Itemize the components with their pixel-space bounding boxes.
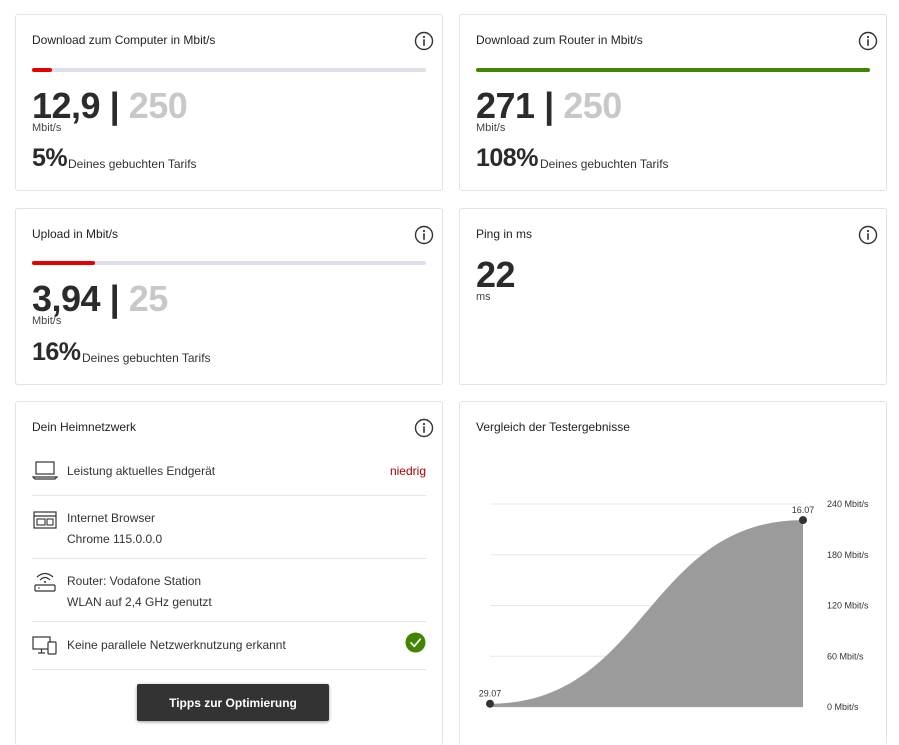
upload-unit: Mbit/s	[32, 315, 62, 327]
laptop-icon	[32, 461, 58, 480]
upload-progress-fill	[32, 261, 96, 265]
y-tick-label: 120 Mbit/s	[827, 601, 869, 611]
y-tick-label: 240 Mbit/s	[827, 499, 869, 509]
download-computer-progress-fill	[32, 68, 52, 72]
upload-percent: 16%	[32, 338, 81, 366]
download-router-percent: 108%	[476, 144, 538, 172]
status-low: niedrig	[389, 464, 426, 478]
network-row-label: Keine parallele Netzwerknutzung erkannt	[67, 638, 286, 652]
download-computer-unit: Mbit/s	[32, 122, 62, 134]
network-row-label: Internet Browser	[67, 511, 156, 525]
info-icon[interactable]	[414, 418, 434, 438]
y-tick-label: 60 Mbit/s	[827, 651, 864, 661]
download-router-booked: 250	[563, 85, 622, 126]
download-router-unit: Mbit/s	[476, 122, 506, 134]
download-router-percent-label: Deines gebuchten Tarifs	[540, 157, 669, 171]
download-router-title: Download zum Router in Mbit/s	[476, 33, 643, 47]
chart-point-label: 16.07	[792, 505, 815, 515]
devices-icon	[32, 636, 57, 655]
network-row-device: Leistung aktuelles Endgerät niedrig	[32, 447, 426, 496]
value-separator: |	[544, 85, 554, 126]
value-separator: |	[109, 85, 120, 126]
info-icon[interactable]	[858, 225, 878, 245]
comparison-card: Vergleich der Testergebnisse 240 Mbit/s 1…	[459, 401, 887, 745]
network-row-label: Router: Vodafone Station	[67, 574, 202, 588]
info-icon[interactable]	[414, 31, 434, 51]
home-network-card: Dein Heimnetzwerk Leistung aktuelles End…	[15, 401, 443, 745]
comparison-title: Vergleich der Testergebnisse	[476, 420, 630, 434]
upload-value-line: 3,94 | 25	[32, 278, 168, 320]
network-row-detail: WLAN auf 2,4 GHz genutzt	[67, 595, 212, 609]
download-router-progress-track	[476, 68, 870, 72]
network-row-label: Leistung aktuelles Endgerät	[67, 464, 216, 478]
y-tick-label: 0 Mbit/s	[827, 702, 859, 712]
ping-title: Ping in ms	[476, 227, 533, 241]
download-computer-percent: 5%	[32, 144, 68, 172]
download-router-value-line: 271 | 250	[476, 85, 622, 127]
network-row-detail: Chrome 115.0.0.0	[67, 532, 163, 546]
info-icon[interactable]	[414, 225, 434, 245]
download-computer-value: 12,9	[32, 85, 101, 126]
download-router-value: 271	[476, 85, 535, 126]
upload-card: Upload in Mbit/s 3,94 | 25 Mbit/s 16% De…	[15, 208, 443, 385]
browser-icon	[33, 511, 57, 529]
chart-point-label: 29.07	[479, 689, 502, 699]
upload-progress-track	[32, 261, 426, 265]
ping-value: 22	[476, 254, 516, 295]
upload-title: Upload in Mbit/s	[32, 227, 119, 241]
comparison-chart: 240 Mbit/s 180 Mbit/s 120 Mbit/s 60 Mbit/s 0…	[479, 499, 869, 712]
download-computer-progress-track	[32, 68, 426, 72]
ping-card: Ping in ms 22 ms	[459, 208, 887, 385]
download-computer-title: Download zum Computer in Mbit/s	[32, 33, 216, 47]
info-icon[interactable]	[858, 31, 878, 51]
download-computer-percent-label: Deines gebuchten Tarifs	[68, 157, 197, 171]
download-computer-booked: 250	[128, 85, 188, 126]
chart-data-point[interactable]	[799, 516, 807, 525]
download-computer-value-line: 12,9 | 250	[32, 85, 188, 127]
chart-data-point[interactable]	[486, 699, 494, 708]
value-separator: |	[109, 278, 120, 319]
chart-area-series	[490, 520, 803, 707]
ping-unit: ms	[476, 291, 491, 303]
optimization-tips-button[interactable]: Tipps zur Optimierung	[137, 684, 329, 721]
upload-percent-label: Deines gebuchten Tarifs	[82, 351, 211, 365]
download-router-progress-fill	[476, 68, 870, 72]
upload-value: 3,94	[32, 278, 101, 319]
network-row-browser: Internet Browser Chrome 115.0.0.0	[32, 496, 426, 559]
network-row-router: Router: Vodafone Station WLAN auf 2,4 GH…	[32, 559, 426, 622]
upload-booked: 25	[128, 278, 169, 319]
network-row-parallel-usage: Keine parallele Netzwerknutzung erkannt	[32, 622, 426, 670]
check-icon	[405, 632, 426, 653]
home-network-title: Dein Heimnetzwerk	[32, 420, 137, 434]
y-tick-label: 180 Mbit/s	[827, 550, 869, 560]
router-icon	[34, 572, 56, 592]
download-computer-card: Download zum Computer in Mbit/s 12,9 | 2…	[15, 14, 443, 191]
download-router-card: Download zum Router in Mbit/s 271 | 250 …	[459, 14, 887, 191]
